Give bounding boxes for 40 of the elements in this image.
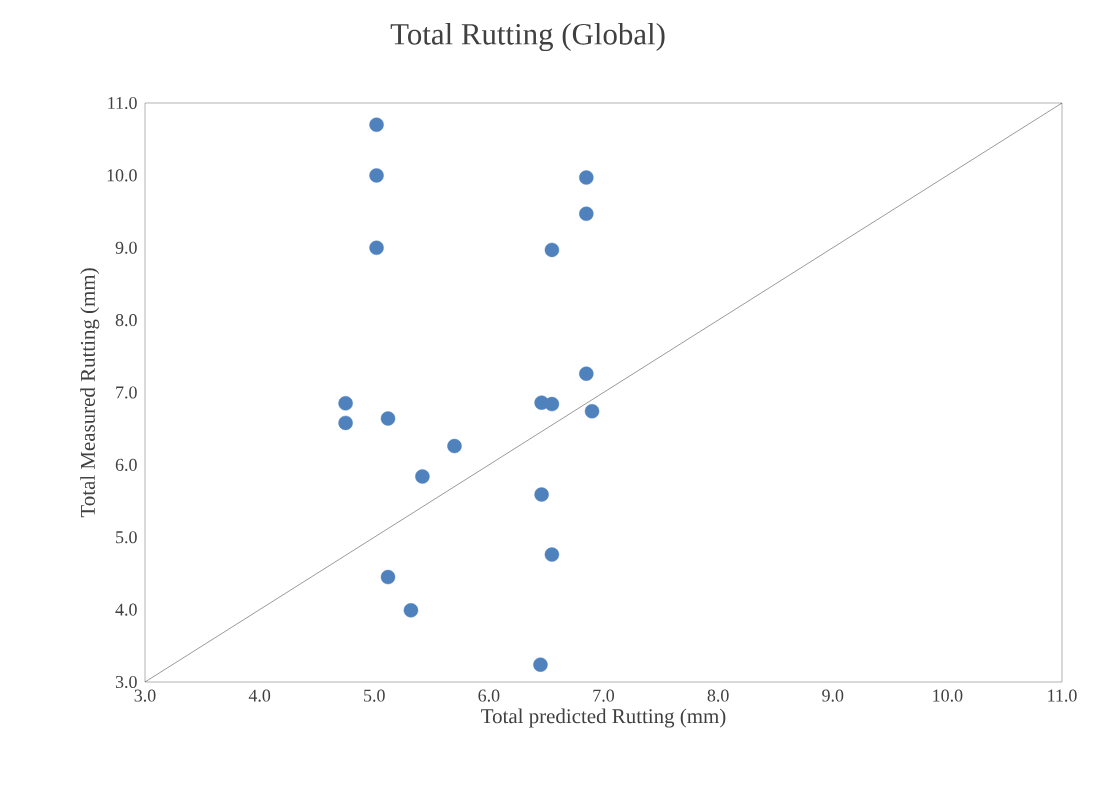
- point: [338, 415, 353, 431]
- point: [579, 170, 594, 185]
- y-tick-label: 4.0: [115, 603, 137, 616]
- x-tick-label: 3.0: [134, 689, 156, 702]
- point: [544, 547, 560, 562]
- x-tick-label: 11.0: [1048, 689, 1077, 702]
- point: [544, 242, 560, 258]
- y-tick-label: 6.0: [115, 458, 137, 471]
- point: [338, 396, 353, 411]
- point: [369, 117, 384, 132]
- point: [369, 240, 384, 255]
- point: [584, 404, 600, 419]
- point: [403, 603, 419, 618]
- x-tick-label: 6.0: [478, 689, 500, 702]
- x-tick-label: 4.0: [248, 689, 271, 702]
- x-tick-label: 7.0: [593, 689, 615, 702]
- y-tick-label: 10.0: [107, 169, 137, 182]
- point: [380, 411, 396, 426]
- y-tick-label: 5.0: [116, 531, 137, 544]
- point: [534, 487, 549, 502]
- point: [369, 168, 384, 183]
- point: [544, 396, 560, 412]
- point: [533, 657, 548, 672]
- point: [380, 569, 396, 585]
- point: [579, 366, 594, 381]
- y-tick-label: 8.0: [115, 314, 137, 327]
- point: [415, 469, 430, 484]
- point: [579, 206, 594, 221]
- y-tick-label: 7.0: [116, 386, 137, 399]
- y-tick-label: 9.0: [115, 241, 137, 254]
- x-tick-label: 10.0: [933, 689, 963, 702]
- y-axis-title: Total Measured Rutting (mm): [80, 268, 100, 518]
- x-tick-label: 8.0: [707, 689, 729, 702]
- y-tick-label: 3.0: [115, 675, 137, 689]
- x-axis-title: Total predicted Rutting (mm): [481, 708, 726, 728]
- chart-title: Total Rutting (Global): [390, 22, 665, 52]
- x-tick-label: 9.0: [822, 689, 844, 702]
- y-tick-label: 11.0: [108, 96, 137, 110]
- x-tick-label: 5.0: [364, 689, 385, 702]
- point: [447, 438, 462, 454]
